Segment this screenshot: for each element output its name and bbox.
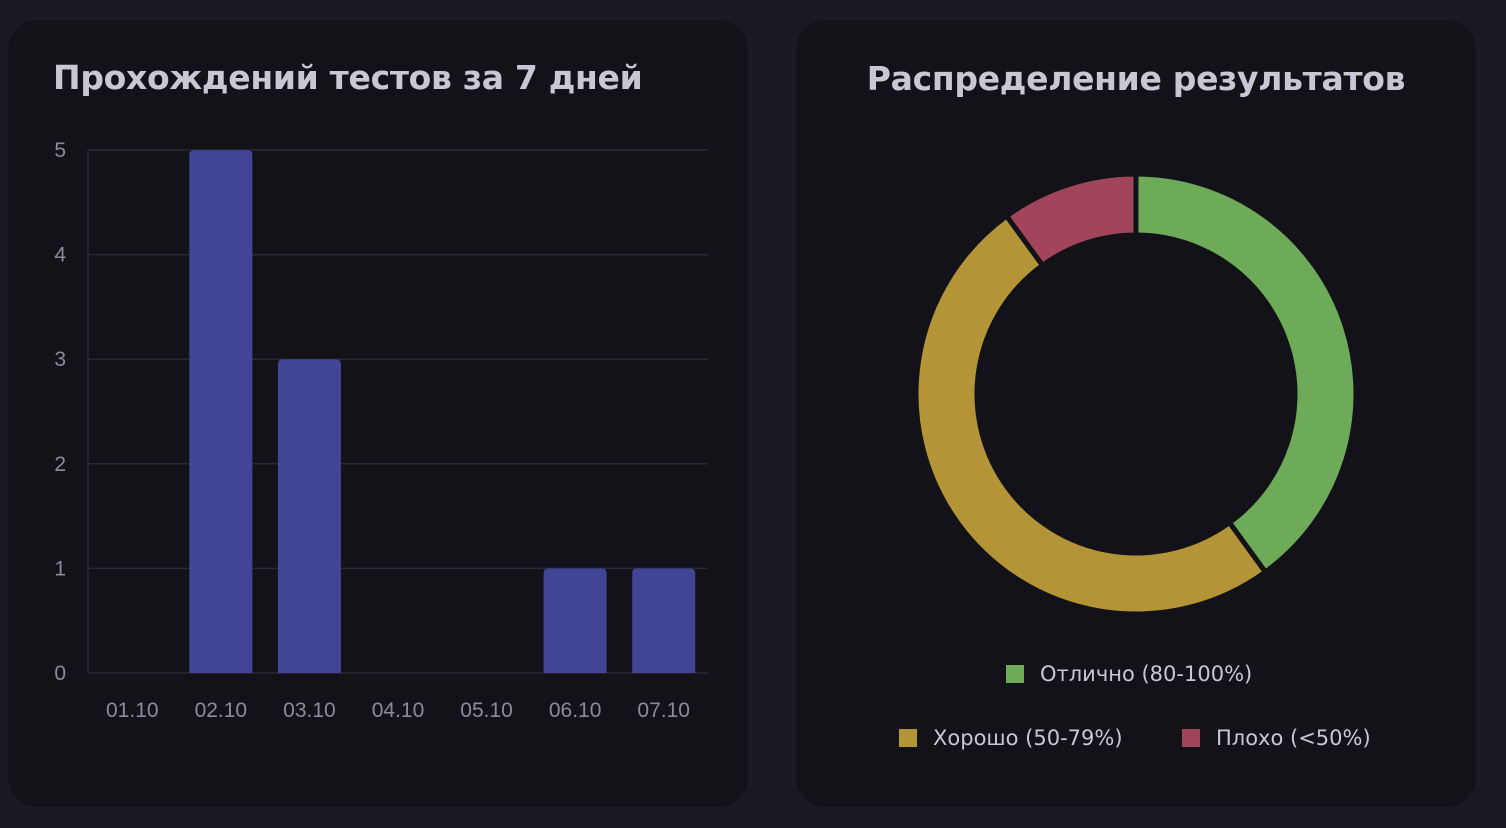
donut-slice-1[interactable]	[913, 212, 1269, 617]
y-tick-label: 0	[54, 662, 66, 685]
legend-item-bad[interactable]: Плохо (<50%)	[1182, 726, 1371, 750]
x-tick-label: 01.10	[106, 699, 159, 722]
legend-label-excellent: Отлично (80-100%)	[1040, 662, 1253, 686]
x-tick-label: 03.10	[283, 699, 336, 722]
legend-item-good[interactable]: Хорошо (50-79%)	[899, 726, 1123, 750]
bar-03.10[interactable]	[277, 359, 341, 673]
bar-chart-title: Прохождений тестов за 7 дней	[53, 58, 643, 97]
y-tick-label: 5	[54, 139, 66, 162]
y-tick-label: 4	[54, 244, 66, 267]
y-tick-label: 2	[54, 453, 66, 476]
bar-07.10[interactable]	[632, 568, 696, 673]
donut-slice-0[interactable]	[1133, 171, 1359, 576]
tests-per-day-card: Прохождений тестов за 7 дней 0 1 2 3 4 5 01.10…	[8, 20, 748, 807]
x-tick-label: 05.10	[460, 699, 513, 722]
y-tick-label: 3	[54, 348, 66, 371]
y-tick-label: 1	[54, 557, 66, 580]
donut-chart-title: Распределение результатов	[866, 59, 1406, 98]
legend-swatch-excellent	[1006, 665, 1024, 683]
bar-06.10[interactable]	[543, 568, 607, 673]
bar-chart: 0 1 2 3 4 5 01.10 02.10 03.10 04.10 05.10 06.10 07.1…	[54, 139, 708, 722]
legend-swatch-good	[899, 729, 917, 747]
legend-item-excellent[interactable]: Отлично (80-100%)	[1006, 662, 1252, 686]
results-distribution-card: Распределение результатов Отлично (80-10…	[796, 20, 1476, 807]
x-tick-label: 02.10	[195, 699, 248, 722]
bar-02.10[interactable]	[189, 150, 253, 673]
legend-label-good: Хорошо (50-79%)	[933, 726, 1123, 750]
x-tick-label: 04.10	[372, 699, 425, 722]
x-tick-label: 06.10	[549, 699, 602, 722]
donut-chart	[913, 171, 1359, 617]
legend-swatch-bad	[1182, 729, 1200, 747]
x-tick-label: 07.10	[637, 699, 690, 722]
legend-label-bad: Плохо (<50%)	[1216, 726, 1371, 750]
donut-slice-2[interactable]	[1003, 171, 1139, 269]
